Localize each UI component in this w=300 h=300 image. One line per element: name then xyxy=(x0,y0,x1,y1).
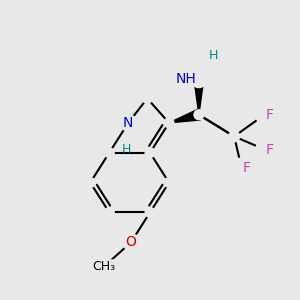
Polygon shape xyxy=(194,80,204,115)
Circle shape xyxy=(234,158,248,172)
Text: CH₃: CH₃ xyxy=(92,260,116,273)
Text: F: F xyxy=(266,108,273,122)
Circle shape xyxy=(145,208,155,217)
Text: F: F xyxy=(266,143,273,157)
Circle shape xyxy=(191,71,207,88)
Circle shape xyxy=(229,131,239,141)
Circle shape xyxy=(164,178,174,188)
Polygon shape xyxy=(169,110,200,123)
Circle shape xyxy=(96,259,112,275)
Text: H: H xyxy=(122,143,132,156)
Circle shape xyxy=(194,110,204,120)
Circle shape xyxy=(104,148,114,158)
Text: F: F xyxy=(242,160,250,175)
Circle shape xyxy=(85,178,95,188)
Text: H: H xyxy=(209,49,218,62)
Circle shape xyxy=(229,131,240,142)
Circle shape xyxy=(104,208,114,217)
Circle shape xyxy=(120,115,136,131)
Circle shape xyxy=(164,118,174,128)
Circle shape xyxy=(142,94,152,103)
Circle shape xyxy=(256,109,269,123)
Text: O: O xyxy=(126,235,136,249)
Circle shape xyxy=(123,234,139,250)
Circle shape xyxy=(256,142,269,155)
Text: NH: NH xyxy=(176,72,196,86)
Circle shape xyxy=(145,148,155,158)
Text: N: N xyxy=(123,116,134,130)
